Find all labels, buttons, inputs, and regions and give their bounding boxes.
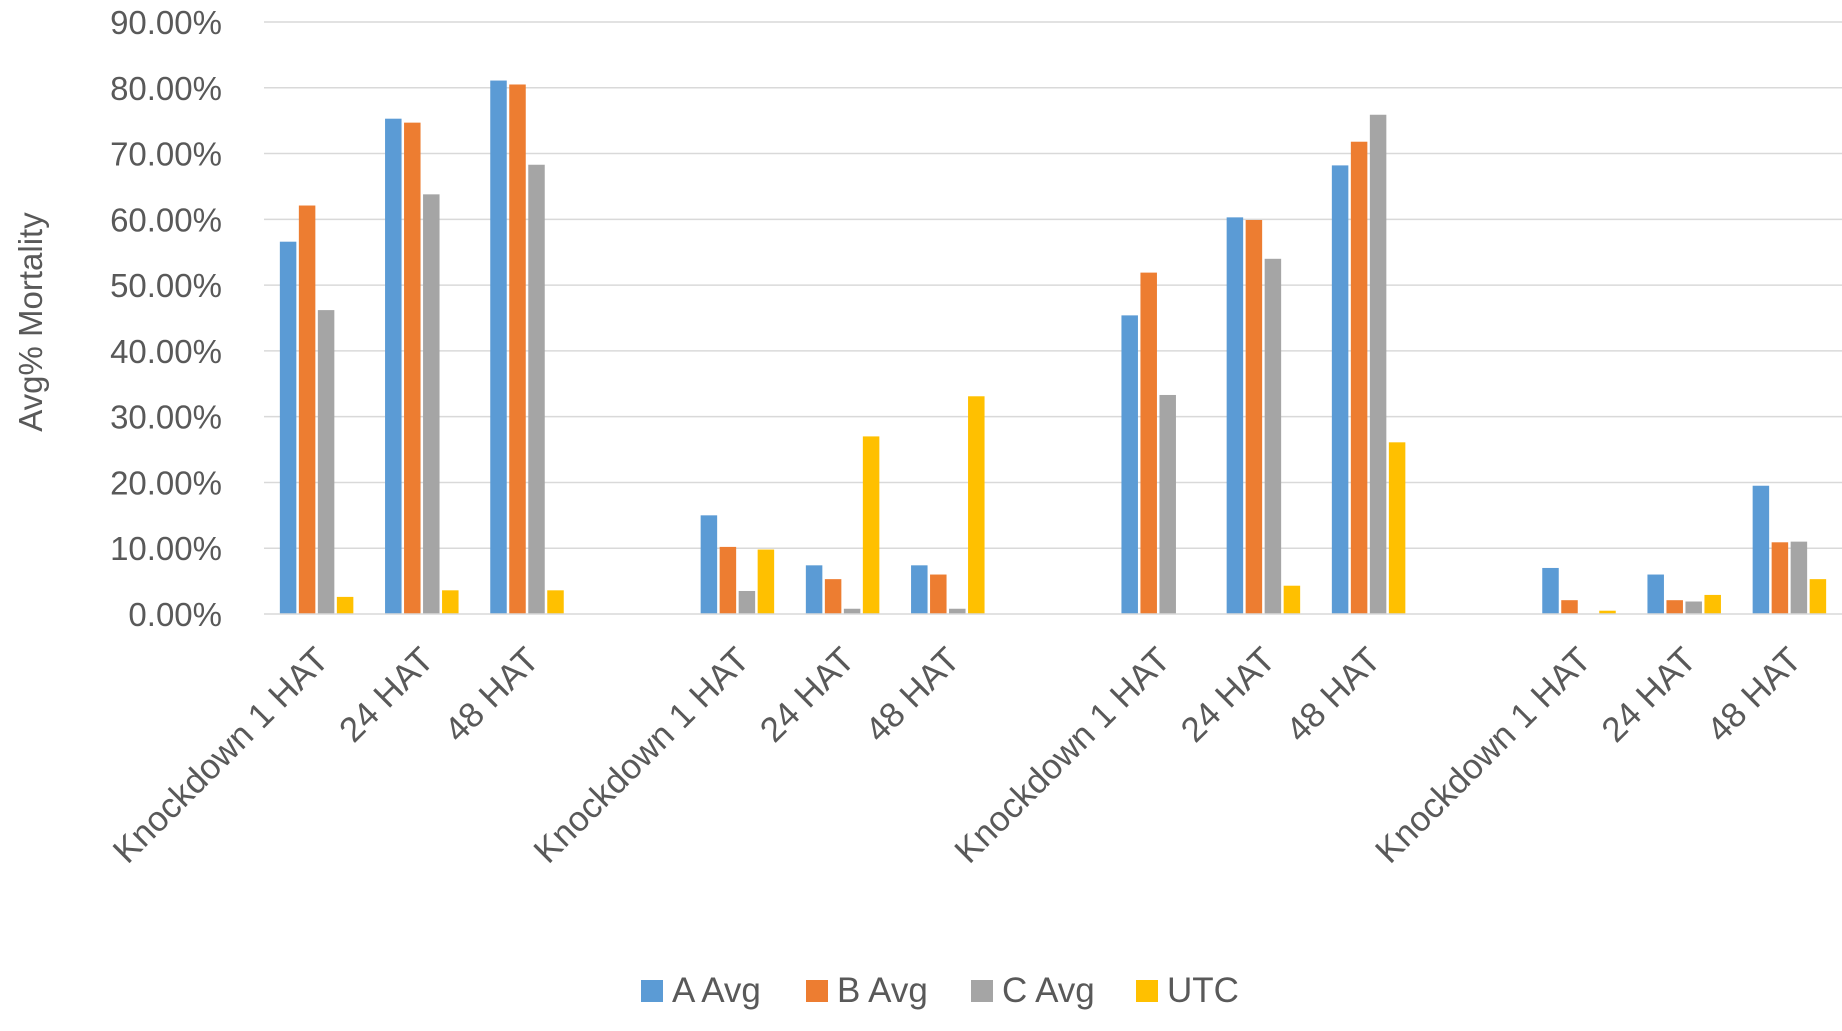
bar-c-avg bbox=[1264, 258, 1282, 614]
legend-item: UTC bbox=[1136, 971, 1239, 1010]
y-tick-label: 30.00% bbox=[110, 399, 222, 436]
bar-utc bbox=[1809, 579, 1827, 614]
bar-b-avg bbox=[719, 546, 737, 614]
bar-b-avg bbox=[404, 122, 421, 614]
bar-utc bbox=[757, 549, 775, 614]
bar-a-avg bbox=[1752, 485, 1770, 614]
y-tick-label: 60.00% bbox=[110, 201, 222, 238]
bar-c-avg bbox=[317, 310, 335, 614]
x-tick-label: 48 HAT bbox=[437, 640, 547, 750]
bar-a-avg bbox=[1226, 217, 1244, 615]
gridlines bbox=[264, 21, 1842, 549]
bar-c-avg bbox=[738, 590, 756, 614]
bar-b-avg bbox=[1245, 219, 1263, 615]
bar-utc bbox=[1388, 442, 1406, 614]
bar-b-avg bbox=[1561, 600, 1578, 614]
bar-utc bbox=[1704, 594, 1721, 614]
bar-a-avg bbox=[1121, 315, 1138, 614]
y-tick-label: 80.00% bbox=[110, 70, 222, 107]
bar-b-avg bbox=[1350, 141, 1368, 614]
bar-a-avg bbox=[1331, 165, 1349, 614]
bar-utc bbox=[1283, 585, 1301, 614]
x-tick-label: Knockdown 1 HAT bbox=[947, 640, 1178, 871]
bar-c-avg bbox=[1790, 541, 1808, 614]
legend-label: A Avg bbox=[672, 971, 761, 1010]
y-tick-label: 10.00% bbox=[110, 530, 222, 567]
bar-c-avg bbox=[423, 194, 440, 615]
bar-b-avg bbox=[509, 84, 526, 614]
bar-a-avg bbox=[805, 565, 823, 614]
x-tick-label: 24 HAT bbox=[1594, 640, 1704, 750]
bar-b-avg bbox=[1666, 600, 1683, 614]
x-tick-label: 48 HAT bbox=[858, 640, 968, 750]
bar-utc bbox=[336, 596, 354, 614]
bar-utc bbox=[442, 590, 459, 614]
x-tick-label: 48 HAT bbox=[1279, 640, 1389, 750]
bar-b-avg bbox=[1140, 272, 1157, 614]
legend: A Avg B Avg C Avg UTC bbox=[641, 971, 1239, 1010]
bar-a-avg bbox=[911, 565, 928, 614]
bar-c-avg bbox=[1159, 394, 1176, 614]
bar-a-avg bbox=[1542, 567, 1559, 614]
x-tick-label: Knockdown 1 HAT bbox=[526, 640, 757, 871]
y-axis-ticks: 0.00% 10.00% 20.00% 30.00% 40.00% 50.00% 60.00… bbox=[110, 4, 222, 633]
x-tick-label: Knockdown 1 HAT bbox=[106, 640, 337, 871]
y-tick-label: 90.00% bbox=[110, 4, 222, 41]
y-tick-label: 50.00% bbox=[110, 267, 222, 304]
bar-b-avg bbox=[298, 205, 316, 614]
y-tick-label: 40.00% bbox=[110, 333, 222, 370]
legend-swatch bbox=[971, 980, 993, 1002]
bar-c-avg bbox=[843, 608, 861, 614]
legend-swatch bbox=[641, 980, 663, 1002]
legend-item: C Avg bbox=[971, 971, 1095, 1010]
y-axis-title: Avg% Mortality bbox=[12, 212, 49, 432]
bar-utc bbox=[862, 436, 880, 614]
bar-a-avg bbox=[1647, 574, 1664, 614]
bar-utc bbox=[1599, 610, 1616, 614]
x-tick-label: 48 HAT bbox=[1699, 640, 1809, 750]
bars bbox=[279, 80, 1827, 615]
y-tick-label: 0.00% bbox=[128, 596, 222, 633]
bar-c-avg bbox=[949, 608, 966, 614]
legend-item: B Avg bbox=[806, 971, 928, 1010]
bar-c-avg bbox=[1685, 601, 1702, 614]
y-tick-label: 70.00% bbox=[110, 136, 222, 173]
bar-b-avg bbox=[1771, 542, 1789, 614]
legend-item: A Avg bbox=[641, 971, 761, 1010]
bar-utc bbox=[547, 590, 564, 614]
bar-b-avg bbox=[930, 574, 947, 614]
bar-c-avg bbox=[528, 164, 545, 614]
legend-label: B Avg bbox=[837, 971, 928, 1010]
x-tick-label: 24 HAT bbox=[753, 640, 863, 750]
bar-a-avg bbox=[279, 241, 297, 614]
x-tick-label: 24 HAT bbox=[1173, 640, 1283, 750]
bar-utc bbox=[968, 396, 985, 614]
legend-swatch bbox=[806, 980, 828, 1002]
legend-label: UTC bbox=[1167, 971, 1239, 1010]
x-tick-label: Knockdown 1 HAT bbox=[1368, 640, 1599, 871]
bar-a-avg bbox=[700, 515, 718, 614]
bar-a-avg bbox=[490, 80, 507, 614]
bar-a-avg bbox=[385, 118, 402, 615]
y-tick-label: 20.00% bbox=[110, 464, 222, 501]
bar-c-avg bbox=[1369, 114, 1387, 614]
legend-swatch bbox=[1136, 980, 1158, 1002]
bar-b-avg bbox=[824, 579, 842, 614]
x-tick-label: 24 HAT bbox=[332, 640, 442, 750]
legend-label: C Avg bbox=[1002, 971, 1095, 1010]
